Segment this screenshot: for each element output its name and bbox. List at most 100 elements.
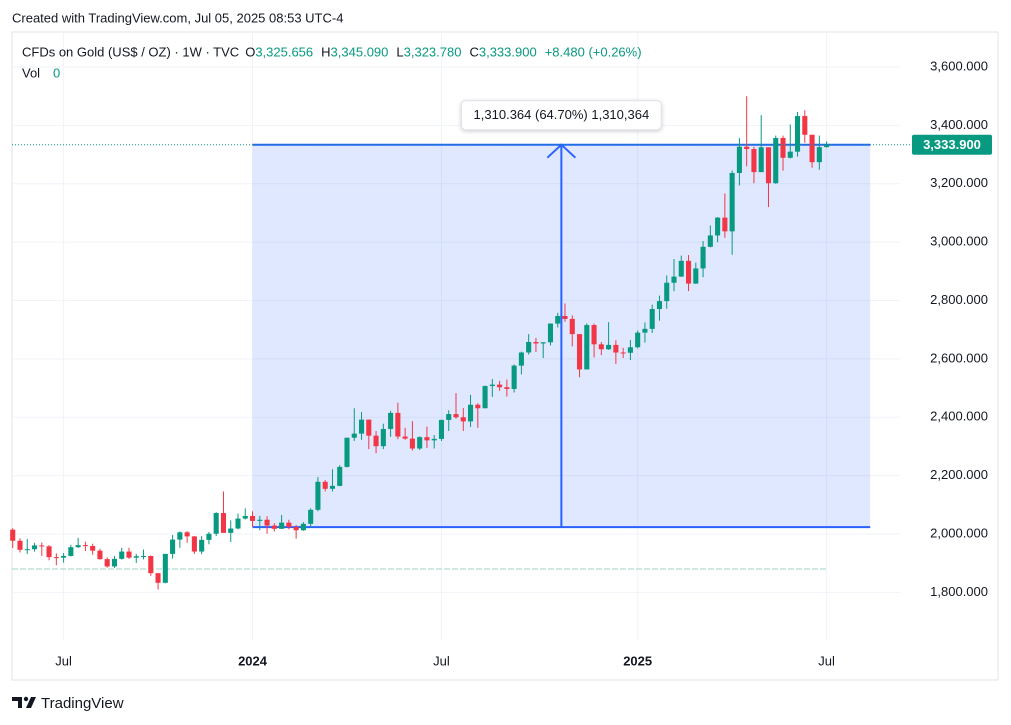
candle-body (351, 433, 357, 438)
candle-body (526, 341, 532, 353)
candle-body (504, 387, 510, 389)
candle-body (460, 417, 466, 422)
candle-body (569, 318, 575, 335)
candle-body (206, 533, 212, 540)
candle-body (765, 147, 772, 184)
candle-body (68, 547, 74, 556)
candle-body (119, 551, 125, 559)
grid (12, 32, 900, 640)
candle-body (635, 332, 641, 348)
candle-body (104, 559, 110, 567)
candle-body (678, 260, 684, 277)
candle-body (424, 437, 430, 441)
candle-body (780, 137, 786, 158)
candle-body (802, 116, 808, 135)
candle-body (613, 344, 619, 353)
candle-body (170, 539, 176, 554)
candle-body (300, 523, 306, 531)
candle-body (693, 268, 699, 284)
created-note: Created with TradingView.com, Jul 05, 20… (12, 10, 343, 25)
y-tick-label: 2,000.000 (930, 525, 988, 540)
last-price-label: 3,333.900 (923, 137, 981, 152)
candle-body (606, 344, 612, 350)
candle-body (773, 137, 779, 184)
candle-body (475, 404, 481, 409)
candle-body (685, 260, 692, 284)
candle-body (90, 546, 96, 551)
candle-body (199, 539, 205, 552)
candle-body (395, 412, 401, 437)
logo: TradingView (12, 695, 124, 712)
measure-label-box (461, 100, 662, 131)
candle-body (329, 485, 336, 489)
candle-body (402, 436, 408, 439)
candle-body (824, 144, 830, 148)
candle-body (337, 466, 343, 486)
y-tick-label: 3,000.000 (930, 234, 988, 249)
y-tick-label: 3,200.000 (930, 175, 988, 190)
candle-body (308, 509, 314, 524)
candle-body (24, 549, 30, 551)
candle-body (751, 149, 757, 173)
candle-body (540, 342, 546, 344)
candle-body (315, 481, 321, 510)
candle-body (736, 146, 742, 173)
last-price-box (912, 134, 992, 155)
candles (10, 96, 830, 590)
candle-body (53, 557, 59, 559)
candle-body (213, 513, 219, 534)
candle-body (715, 217, 721, 236)
measure-label: 1,310.364 (64.70%) 1,310,364 (474, 107, 650, 122)
candle-body (533, 341, 539, 344)
candle-body (467, 404, 474, 422)
candle-body (366, 419, 372, 436)
candle-body (787, 151, 793, 158)
candle-body (431, 438, 437, 441)
candle-body (184, 532, 190, 537)
chart-frame (11, 31, 999, 681)
candle-body (584, 325, 590, 370)
candle-body (82, 545, 88, 547)
candle-body (133, 556, 139, 558)
candle-body (140, 555, 147, 557)
candle-body (61, 555, 67, 558)
y-tick-label: 2,400.000 (930, 409, 988, 424)
candle-body (344, 437, 350, 467)
candle-body (707, 235, 713, 247)
candle-body (279, 522, 285, 529)
price-change: +8.480 (+0.26%) (545, 44, 642, 59)
candle-body (191, 536, 197, 552)
candle-body (177, 532, 183, 540)
candle-body (598, 344, 604, 350)
candle-body (293, 527, 299, 531)
candle-body (31, 545, 38, 550)
candle-body (286, 522, 292, 528)
x-tick-label: Jul (55, 653, 72, 668)
ohlc-value: 3,333.900 (479, 44, 537, 59)
y-tick-label: 2,200.000 (930, 467, 988, 482)
brand: TradingView (41, 695, 124, 712)
candle-body (39, 545, 45, 547)
legend: CFDs on Gold (US$ / OZ) · 1W · TVC O 3,32… (22, 44, 642, 59)
candle-body (17, 540, 23, 550)
candle-body (700, 246, 706, 269)
candle-body (547, 323, 554, 343)
measure-tool: 1,310.364 (64.70%) 1,310,364 (252, 100, 871, 529)
candle-body (111, 558, 118, 567)
y-tick-label: 1,800.000 (930, 584, 988, 599)
ohlc-label: H (321, 44, 330, 59)
candle-body (453, 414, 459, 418)
candle-body (591, 325, 597, 345)
candle-body (729, 172, 735, 232)
y-tick-label: 2,800.000 (930, 292, 988, 307)
candle-body (497, 384, 503, 388)
ohlc-value: 3,323.780 (404, 44, 462, 59)
candle-body (228, 528, 234, 533)
candle-body (271, 525, 277, 529)
y-tick-label: 3,400.000 (930, 117, 988, 132)
ohlc-label: C (469, 44, 478, 59)
candle-body (409, 438, 415, 449)
candle-body (511, 365, 517, 389)
candle-body (758, 147, 764, 173)
